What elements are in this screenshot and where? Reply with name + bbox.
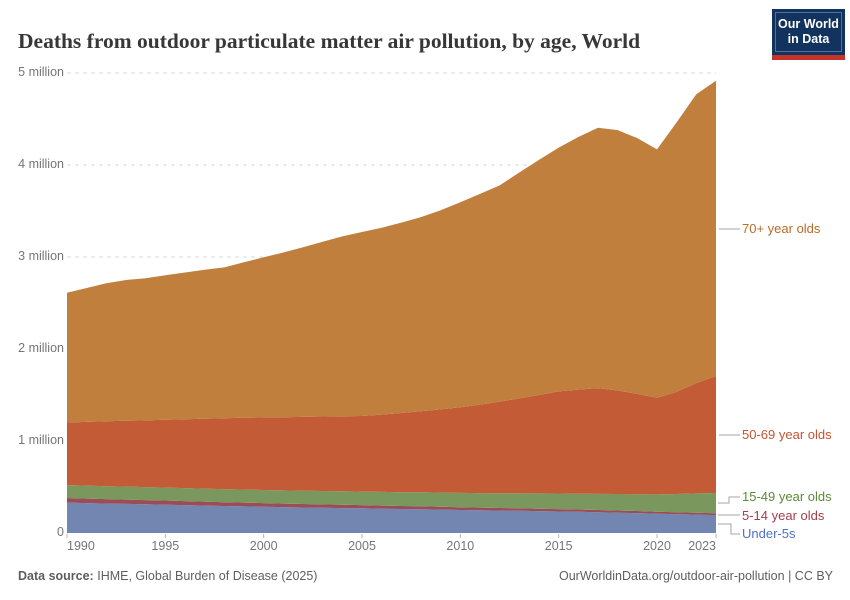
area-5-14-year-olds[interactable]	[67, 498, 716, 516]
area-15-49-year-olds[interactable]	[67, 485, 716, 514]
x-axis-label-2015: 2015	[544, 539, 573, 553]
logo-text: Our World in Data	[775, 12, 842, 52]
footer-license: CC BY	[794, 569, 833, 583]
footer-separator: |	[788, 569, 792, 583]
logo-red-bar	[772, 55, 845, 60]
legend-leader-15-49-year-olds	[718, 496, 740, 504]
y-axis-label-1m: 1 million	[18, 433, 64, 447]
logo-line1: Our World	[778, 17, 839, 31]
data-source-value: IHME, Global Burden of Disease (2025)	[97, 569, 318, 583]
x-axis-label-2005: 2005	[348, 539, 376, 553]
legend-label-15-49-year-olds[interactable]: 15-49 year olds	[742, 489, 832, 504]
page-title: Deaths from outdoor particulate matter a…	[18, 29, 641, 54]
logo-line2: in Data	[787, 31, 830, 46]
y-axis-label-2m: 2 million	[18, 341, 64, 355]
area-50-69-year-olds[interactable]	[67, 376, 716, 495]
area-under-5s[interactable]	[67, 502, 716, 533]
data-source: Data source: IHME, Global Burden of Dise…	[18, 569, 317, 583]
area-70-year-olds[interactable]	[67, 80, 716, 423]
legend-leader-under-5s	[718, 523, 740, 535]
x-axis-label-2000: 2000	[249, 539, 278, 553]
legend-label-5-14-year-olds[interactable]: 5-14 year olds	[742, 508, 825, 523]
legend-label-under-5s[interactable]: Under-5s	[742, 526, 796, 541]
owid-logo[interactable]: Our World in Data	[772, 9, 845, 60]
x-axis-label-2020: 2020	[643, 539, 671, 553]
y-axis-label-5m: 5 million	[18, 65, 64, 79]
y-axis-label-3m: 3 million	[18, 249, 64, 263]
footer-attribution: OurWorldinData.org/outdoor-air-pollution…	[559, 569, 833, 583]
legend-label-70-year-olds[interactable]: 70+ year olds	[742, 221, 821, 236]
x-axis-label-2010: 2010	[446, 539, 475, 553]
logo-box: Our World in Data	[772, 9, 845, 55]
data-source-label: Data source:	[18, 569, 94, 583]
x-axis-label-1990: 1990	[67, 539, 95, 553]
x-axis-label-1995: 1995	[151, 539, 180, 553]
legend-label-50-69-year-olds[interactable]: 50-69 year olds	[742, 427, 832, 442]
y-axis-label-4m: 4 million	[18, 157, 64, 171]
y-axis-label-0m: 0	[57, 525, 64, 539]
footer-link[interactable]: OurWorldinData.org/outdoor-air-pollution	[559, 569, 785, 583]
x-axis-label-2023: 2023	[688, 539, 716, 553]
